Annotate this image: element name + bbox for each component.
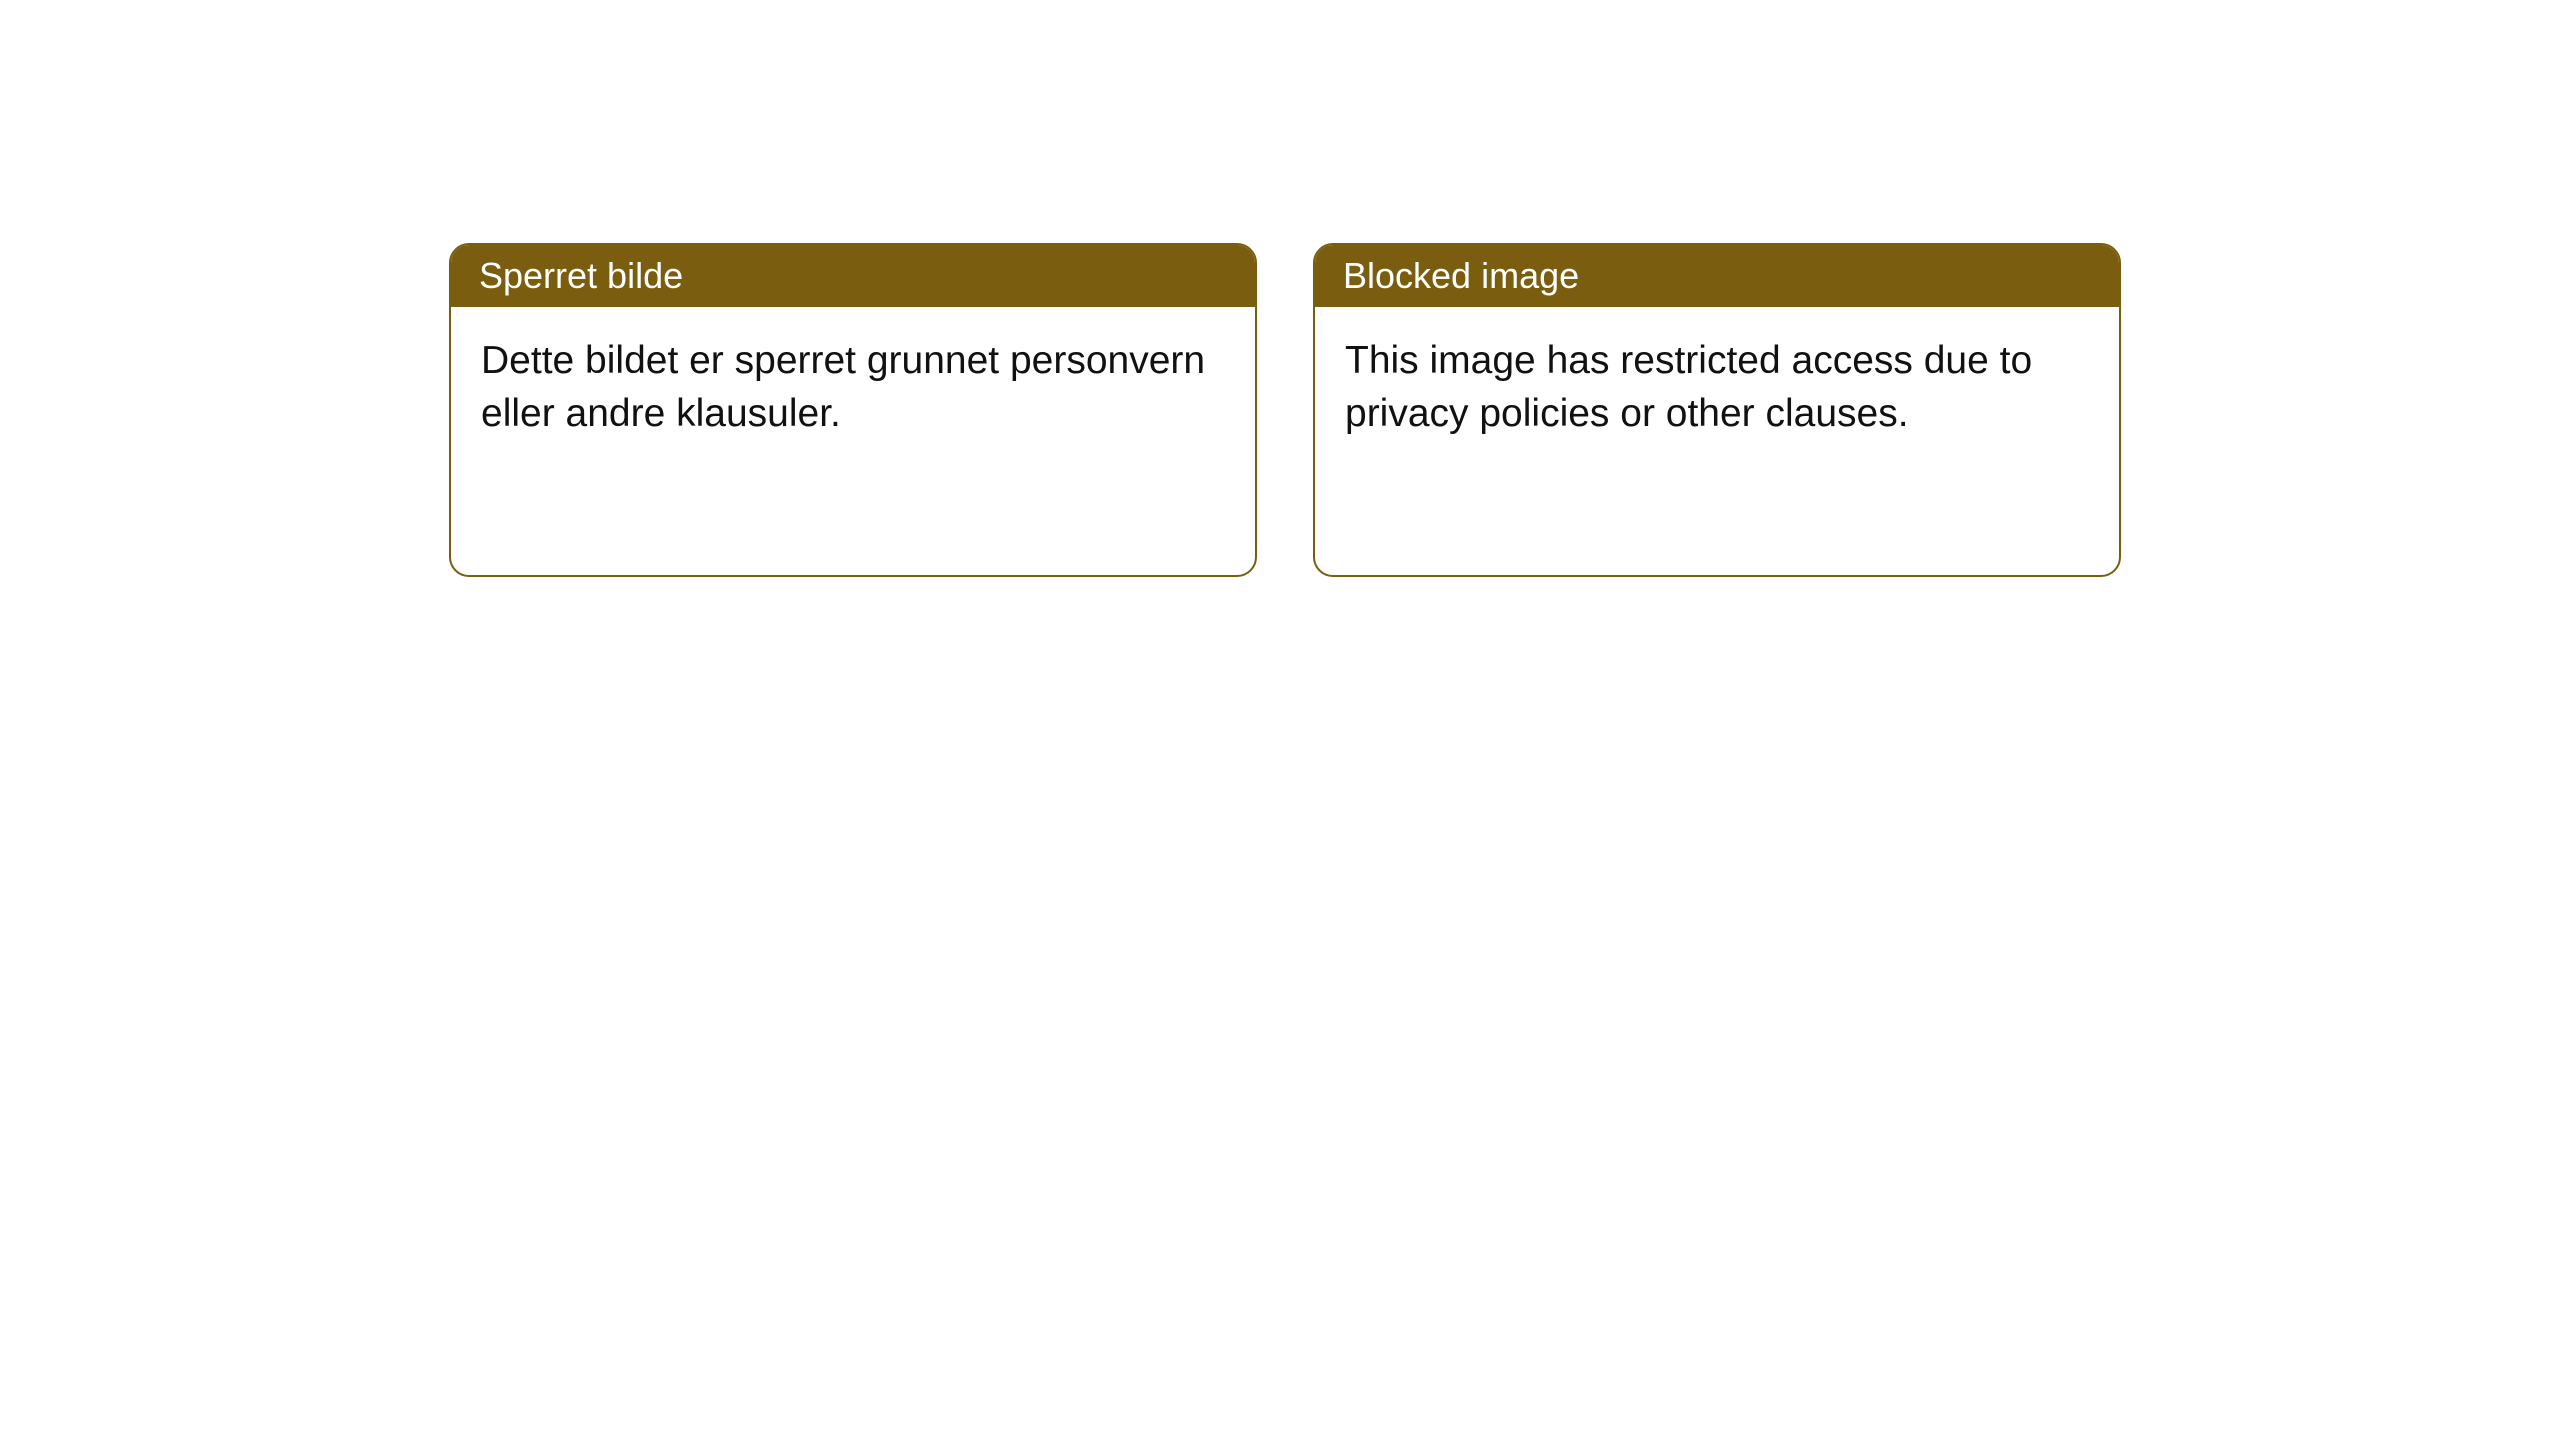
notice-header-en: Blocked image xyxy=(1315,245,2119,307)
blocked-image-notice-en: Blocked image This image has restricted … xyxy=(1313,243,2121,577)
notice-body-en: This image has restricted access due to … xyxy=(1315,307,2119,468)
blocked-image-notice-no: Sperret bilde Dette bildet er sperret gr… xyxy=(449,243,1257,577)
notice-header-no: Sperret bilde xyxy=(451,245,1255,307)
notice-container: Sperret bilde Dette bildet er sperret gr… xyxy=(0,0,2560,577)
notice-body-no: Dette bildet er sperret grunnet personve… xyxy=(451,307,1255,468)
